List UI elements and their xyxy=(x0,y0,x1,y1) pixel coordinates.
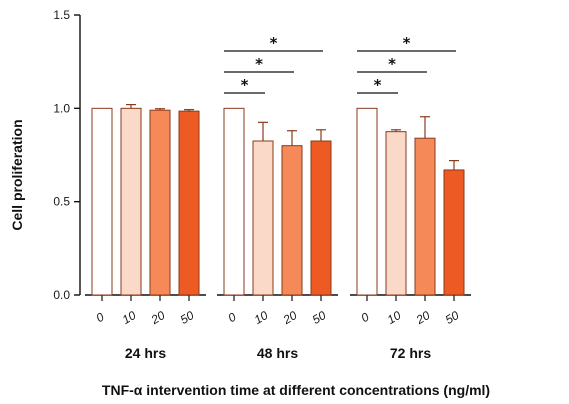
significance-star: * xyxy=(388,55,396,73)
category-label: 10 xyxy=(385,308,404,327)
category-label: 50 xyxy=(178,308,197,327)
y-tick-label: 1.0 xyxy=(53,101,70,115)
group-label: 72 hrs xyxy=(390,345,431,361)
category-label: 0 xyxy=(359,310,372,326)
y-tick-label: 0.0 xyxy=(53,288,70,302)
group-label: 24 hrs xyxy=(125,345,166,361)
bar xyxy=(281,145,303,296)
axis-labels: 0 10 20 50 24 hrs 0 10 20 50 48 hrs 0 10 20 50 72 hrs xyxy=(94,308,462,361)
bar xyxy=(223,107,245,296)
bar xyxy=(310,140,332,296)
bar xyxy=(178,110,200,296)
y-tick-label: 0.5 xyxy=(53,195,70,209)
x-axis-title: TNF-α intervention time at different con… xyxy=(102,382,490,398)
category-label: 50 xyxy=(310,308,329,327)
bar xyxy=(443,169,465,296)
significance-star: * xyxy=(374,76,382,94)
significance-star: * xyxy=(403,34,411,52)
category-label: 0 xyxy=(94,310,107,326)
category-label: 0 xyxy=(226,310,239,326)
bar xyxy=(252,140,274,296)
category-label: 50 xyxy=(443,308,462,327)
category-label: 20 xyxy=(413,308,433,327)
significance-star: * xyxy=(270,34,278,52)
significance-star: * xyxy=(241,76,249,94)
error-bars xyxy=(126,103,459,170)
bar xyxy=(385,131,407,296)
category-label: 10 xyxy=(120,308,139,327)
significance-markers: * * * * * * xyxy=(224,34,456,94)
bar xyxy=(91,107,113,296)
significance-star: * xyxy=(255,55,263,73)
bar xyxy=(120,107,142,296)
bars xyxy=(91,107,465,296)
group-label: 48 hrs xyxy=(257,345,298,361)
y-axis-title: Cell proliferation xyxy=(9,119,25,230)
bar xyxy=(149,109,171,296)
y-tick-label: 1.5 xyxy=(53,8,70,22)
category-label: 10 xyxy=(252,308,271,327)
bar xyxy=(356,107,378,296)
bar xyxy=(414,137,436,296)
category-label: 20 xyxy=(280,308,300,327)
category-label: 20 xyxy=(148,308,168,327)
